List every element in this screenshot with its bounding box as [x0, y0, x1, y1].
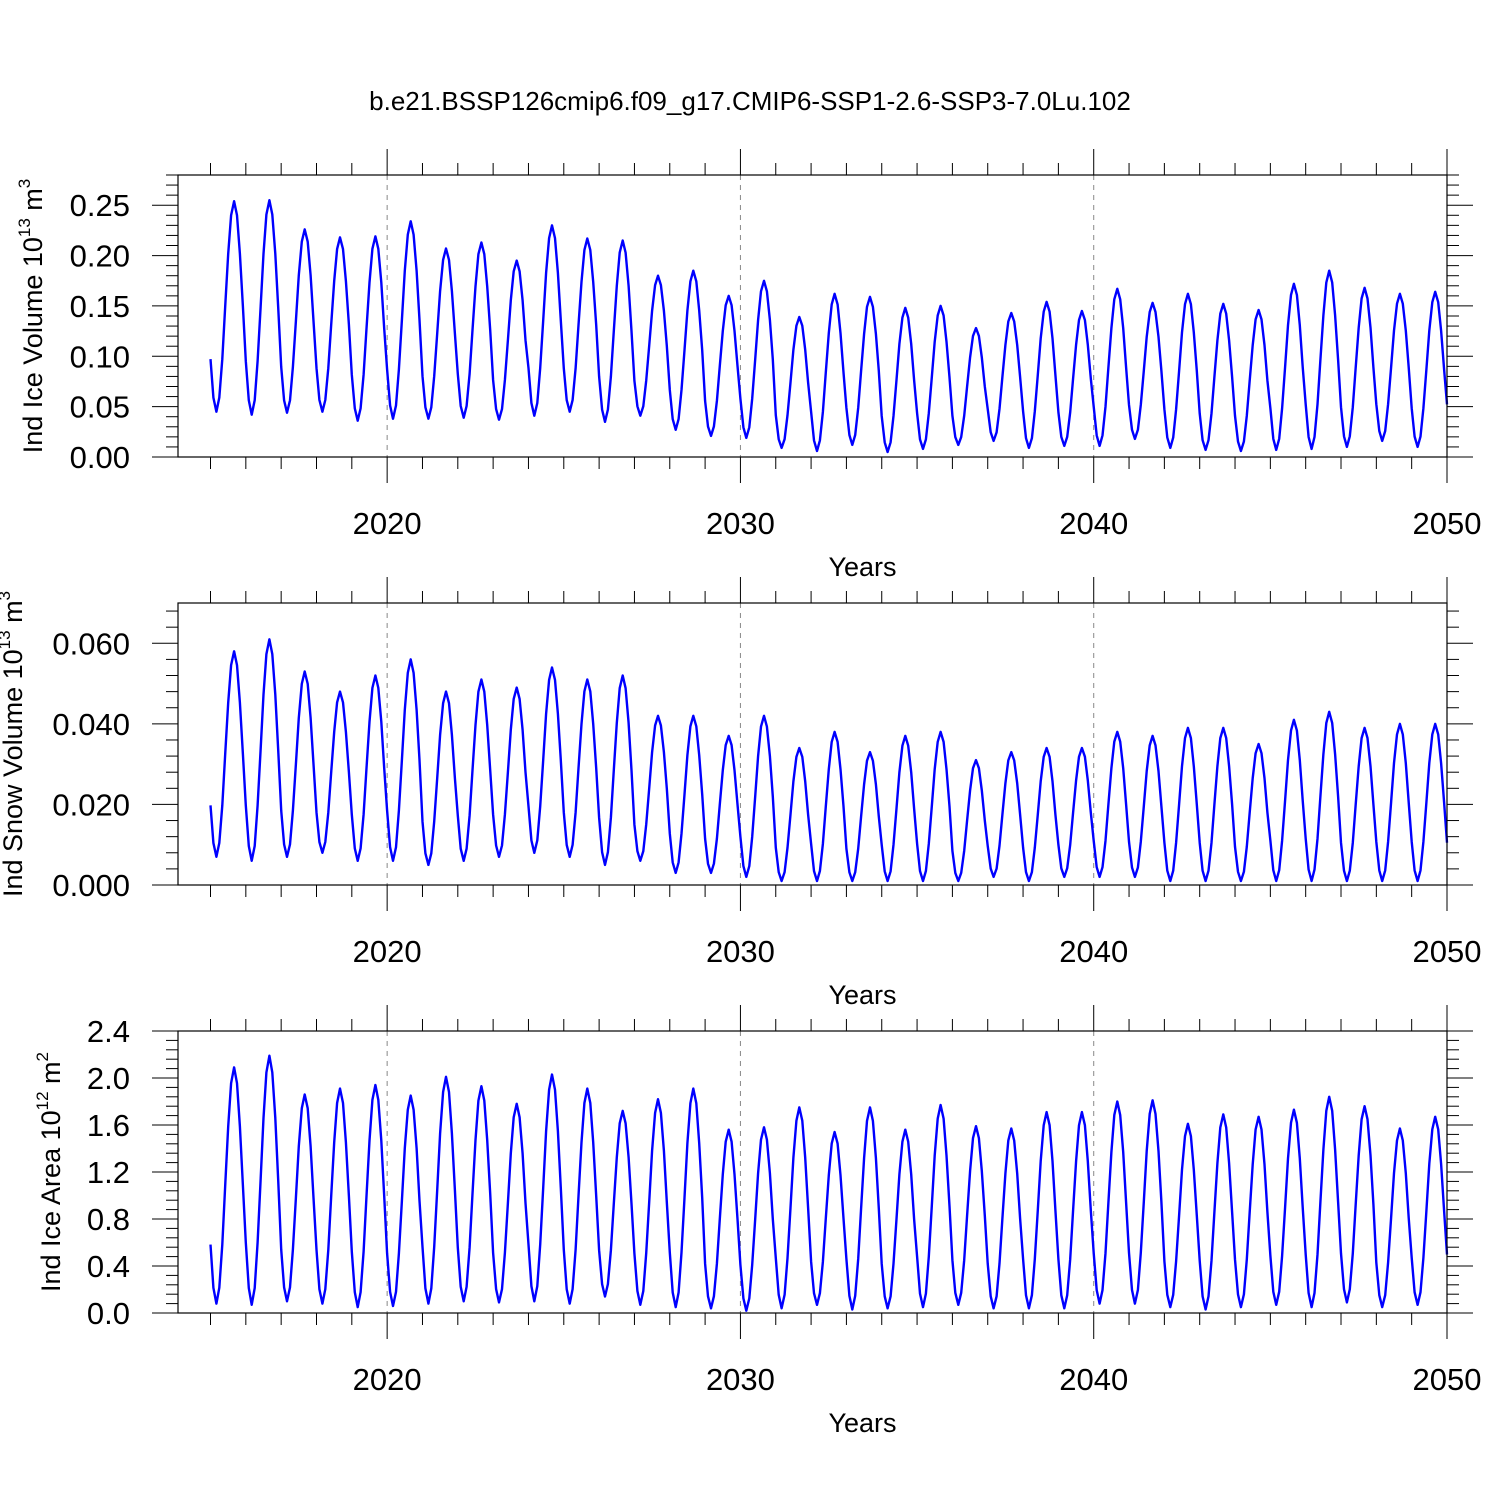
x-tick-label: 2030 — [706, 1362, 775, 1397]
y-tick-label: 2.0 — [87, 1061, 130, 1096]
ice-area-panel: 2020 2030 2040 2050 0.0 0.4 0.8 1.2 1.6 2.0 2.4 Yea… — [33, 1005, 1481, 1438]
y-axis-label: Ind Ice Volume 1013 m3 — [15, 179, 48, 454]
y-tick-label: 0.8 — [87, 1202, 130, 1237]
y-tick-label: 0.20 — [70, 239, 130, 274]
x-tick-label: 2020 — [353, 934, 422, 969]
snow-volume-panel: 2020 2030 2040 2050 0.000 0.020 0.040 0.060 Year… — [0, 577, 1481, 1010]
plot-frame — [177, 1030, 1448, 1314]
y-tick-label: 0.25 — [70, 188, 130, 223]
x-axis-label: Years — [828, 980, 896, 1010]
y-tick-label: 0.060 — [52, 626, 130, 661]
y-axis-label: Ind Snow Volume 1013 m3 — [0, 591, 28, 897]
ice-area-series-line — [209, 1054, 1449, 1312]
y-tick-label: 0.4 — [87, 1249, 130, 1284]
snow-volume-series-line — [209, 638, 1449, 883]
y-tick-label: 0.040 — [52, 707, 130, 742]
y-tick-label: 0.15 — [70, 289, 130, 324]
plot-frame — [177, 602, 1448, 886]
x-tick-label: 2020 — [353, 1362, 422, 1397]
y-tick-label: 0.10 — [70, 339, 130, 374]
x-tick-label: 2030 — [706, 506, 775, 541]
x-tick-label: 2040 — [1059, 934, 1128, 969]
x-tick-label: 2050 — [1413, 1362, 1482, 1397]
y-tick-label: 1.6 — [87, 1108, 130, 1143]
y-tick-label: 2.4 — [87, 1014, 130, 1049]
y-tick-label: 0.05 — [70, 390, 130, 425]
y-tick-label: 0.0 — [87, 1296, 130, 1331]
plot-frame — [177, 174, 1448, 458]
ice-volume-panel: 2020 2030 2040 2050 0.00 0.05 0.10 0.15 0.20 0.25… — [15, 149, 1481, 582]
y-tick-label: 0.00 — [70, 440, 130, 475]
x-tick-label: 2030 — [706, 934, 775, 969]
x-tick-label: 2050 — [1413, 934, 1482, 969]
x-tick-label: 2020 — [353, 506, 422, 541]
x-axis-label: Years — [828, 552, 896, 582]
x-axis-label: Years — [828, 1408, 896, 1438]
x-tick-label: 2050 — [1413, 506, 1482, 541]
y-axis-label: Ind Ice Area 1012 m2 — [33, 1052, 66, 1292]
ice-volume-series-line — [209, 199, 1449, 454]
x-tick-label: 2040 — [1059, 506, 1128, 541]
x-tick-label: 2040 — [1059, 1362, 1128, 1397]
y-tick-label: 1.2 — [87, 1155, 130, 1190]
y-tick-label: 0.000 — [52, 868, 130, 903]
figure-title: b.e21.BSSP126cmip6.f09_g17.CMIP6-SSP1-2.… — [369, 86, 1131, 116]
y-tick-label: 0.020 — [52, 787, 130, 822]
